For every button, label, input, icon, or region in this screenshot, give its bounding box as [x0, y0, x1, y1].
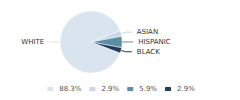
svg-text:88.3%: 88.3%: [59, 85, 82, 93]
svg-text:BLACK: BLACK: [137, 48, 160, 56]
svg-text:ASIAN: ASIAN: [137, 28, 158, 36]
svg-text:WHITE: WHITE: [21, 38, 44, 46]
svg-text:2.9%: 2.9%: [177, 85, 195, 93]
svg-text:2.9%: 2.9%: [101, 85, 119, 93]
svg-text:HISPANIC: HISPANIC: [138, 38, 171, 46]
svg-text:5.9%: 5.9%: [139, 85, 157, 93]
